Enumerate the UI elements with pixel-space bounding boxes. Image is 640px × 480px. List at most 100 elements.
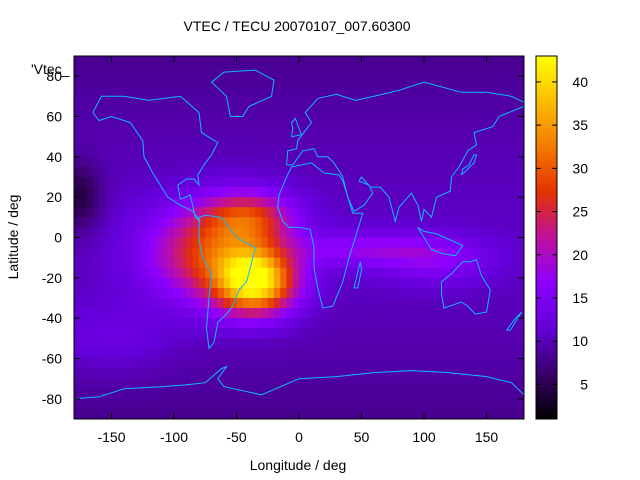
- heatmap-cell: [367, 267, 375, 279]
- heatmap-cell: [486, 166, 494, 178]
- heatmap-cell: [105, 156, 112, 168]
- heatmap-cell: [242, 408, 250, 420]
- heatmap-cell: [142, 408, 150, 420]
- heatmap-cell: [449, 338, 456, 349]
- heatmap-cell: [361, 358, 369, 369]
- heatmap-cell: [149, 348, 156, 359]
- heatmap-cell: [155, 207, 162, 218]
- heatmap-cell: [436, 338, 444, 349]
- heatmap-cell: [424, 66, 431, 77]
- heatmap-cell: [99, 217, 106, 228]
- heatmap-cell: [349, 287, 356, 299]
- heatmap-cell: [267, 136, 275, 148]
- heatmap-cell: [449, 136, 456, 148]
- heatmap-cell: [361, 197, 369, 208]
- heatmap-cell: [149, 126, 156, 138]
- heatmap-cell: [386, 76, 394, 87]
- heatmap-cell: [405, 76, 412, 87]
- heatmap-cell: [161, 298, 169, 309]
- heatmap-cell: [317, 348, 325, 359]
- heatmap-cell: [161, 328, 169, 339]
- heatmap-cell: [192, 398, 200, 410]
- heatmap-cell: [199, 56, 206, 67]
- heatmap-cell: [105, 368, 112, 380]
- heatmap-cell: [117, 217, 125, 228]
- heatmap-cell: [130, 257, 137, 269]
- heatmap-cell: [142, 156, 150, 168]
- heatmap-cell: [330, 227, 337, 238]
- heatmap-cell: [492, 187, 500, 198]
- heatmap-cell: [336, 398, 344, 410]
- heatmap-cell: [505, 298, 512, 309]
- heatmap-cell: [330, 146, 337, 158]
- heatmap-cell: [349, 388, 356, 400]
- heatmap-cell: [261, 247, 269, 259]
- heatmap-cell: [411, 207, 419, 218]
- heatmap-cell: [505, 358, 512, 369]
- heatmap-cell: [355, 287, 362, 299]
- heatmap-cell: [149, 86, 156, 97]
- heatmap-cell: [130, 237, 137, 248]
- heatmap-cell: [467, 116, 475, 127]
- heatmap-cell: [505, 177, 512, 188]
- heatmap-cell: [274, 66, 281, 77]
- heatmap-cell: [136, 187, 144, 198]
- coastline-south-america: [198, 214, 256, 350]
- heatmap-cell: [92, 86, 100, 97]
- heatmap-cell: [324, 156, 331, 168]
- heatmap-cell: [480, 96, 487, 107]
- heatmap-cell: [367, 156, 375, 168]
- heatmap-cell: [186, 86, 194, 97]
- heatmap-cell: [205, 136, 212, 148]
- heatmap-cell: [411, 388, 419, 400]
- heatmap-cell: [342, 267, 350, 279]
- heatmap-cell: [411, 398, 419, 410]
- heatmap-cell: [517, 338, 525, 349]
- heatmap-cell: [355, 96, 362, 107]
- heatmap-cell: [117, 298, 125, 309]
- heatmap-cell: [442, 106, 450, 117]
- heatmap-cell: [224, 257, 231, 269]
- heatmap-cell: [236, 328, 244, 339]
- heatmap-cell: [92, 378, 100, 390]
- heatmap-cell: [255, 136, 262, 148]
- heatmap-cell: [411, 156, 419, 168]
- heatmap-cell: [105, 86, 112, 97]
- heatmap-cell: [499, 66, 506, 77]
- heatmap-cell: [161, 136, 169, 148]
- heatmap-cell: [436, 207, 444, 218]
- heatmap-cell: [461, 318, 469, 329]
- heatmap-cell: [486, 308, 494, 319]
- heatmap-cell: [399, 116, 406, 127]
- heatmap-cell: [386, 247, 394, 259]
- heatmap-cell: [355, 156, 362, 168]
- heatmap-cell: [361, 126, 369, 138]
- heatmap-cell: [486, 56, 494, 67]
- heatmap-cell: [405, 126, 412, 138]
- heatmap-cell: [111, 66, 119, 77]
- heatmap-cell: [380, 146, 387, 158]
- heatmap-cell: [467, 197, 475, 208]
- heatmap-cell: [161, 257, 169, 269]
- heatmap-cell: [99, 298, 106, 309]
- heatmap-cell: [142, 398, 150, 410]
- heatmap-cell: [436, 277, 444, 289]
- heatmap-cell: [199, 338, 206, 349]
- heatmap-cell: [405, 217, 412, 228]
- heatmap-cell: [205, 318, 212, 329]
- heatmap-cell: [411, 187, 419, 198]
- heatmap-cell: [467, 86, 475, 97]
- heatmap-cell: [280, 126, 287, 138]
- heatmap-cell: [436, 368, 444, 380]
- heatmap-cell: [99, 338, 106, 349]
- heatmap-cell: [361, 378, 369, 390]
- heatmap-cell: [80, 308, 87, 319]
- heatmap-cell: [255, 287, 262, 299]
- heatmap-cell: [249, 318, 256, 329]
- heatmap-cell: [305, 398, 312, 410]
- heatmap-cell: [505, 287, 512, 299]
- heatmap-cell: [342, 287, 350, 299]
- heatmap-cell: [392, 106, 400, 117]
- heatmap-cell: [236, 338, 244, 349]
- heatmap-cell: [330, 338, 337, 349]
